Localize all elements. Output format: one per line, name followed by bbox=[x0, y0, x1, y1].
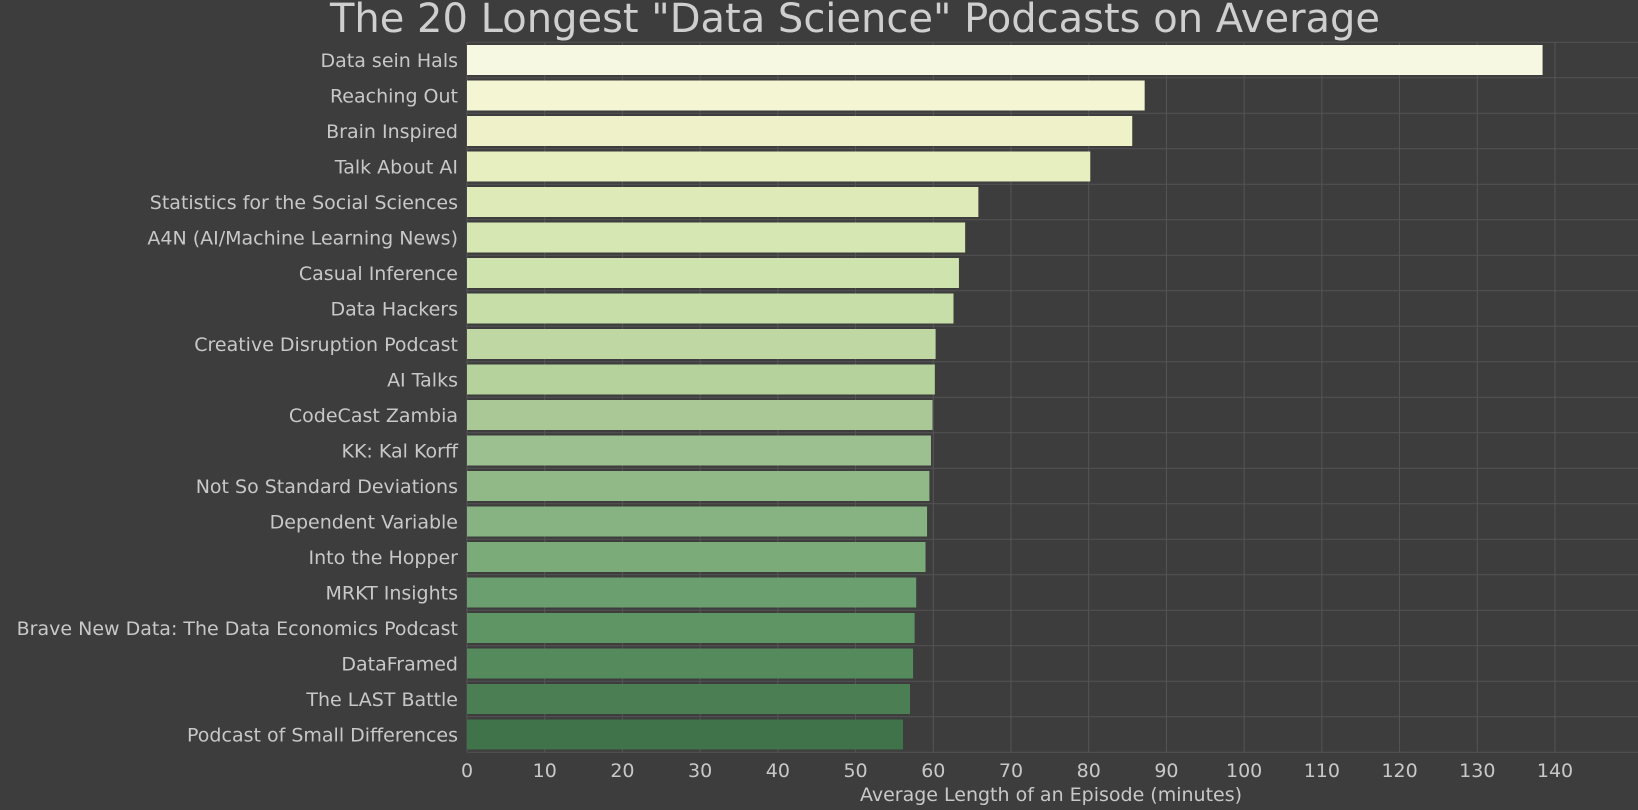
bar bbox=[467, 329, 936, 359]
category-label: CodeCast Zambia bbox=[289, 405, 458, 427]
category-label: Data sein Hals bbox=[321, 50, 458, 72]
bar bbox=[467, 684, 910, 714]
bar bbox=[467, 506, 928, 537]
x-tick-label: 130 bbox=[1459, 760, 1495, 782]
x-tick-label: 40 bbox=[766, 760, 790, 782]
bar bbox=[467, 222, 966, 253]
category-label: The LAST Battle bbox=[305, 689, 458, 711]
x-tick-label: 70 bbox=[999, 760, 1023, 782]
bar bbox=[467, 80, 1145, 111]
bar bbox=[467, 293, 954, 324]
bar bbox=[467, 471, 930, 501]
category-label: Data Hackers bbox=[330, 299, 458, 321]
bar bbox=[467, 719, 903, 750]
x-tick-label: 20 bbox=[610, 760, 634, 782]
bar bbox=[467, 435, 931, 466]
bar bbox=[467, 364, 935, 395]
bar bbox=[467, 45, 1543, 75]
x-tick-label: 60 bbox=[921, 760, 945, 782]
category-label: Dependent Variable bbox=[270, 512, 458, 534]
category-label: Podcast of Small Differences bbox=[187, 725, 458, 747]
x-tick-label: 30 bbox=[688, 760, 712, 782]
category-labels: Data sein Hals Reaching Out Brain Inspired… bbox=[17, 50, 459, 747]
category-label: Not So Standard Deviations bbox=[196, 476, 458, 498]
bar bbox=[467, 613, 915, 643]
category-label: Brave New Data: The Data Economics Podca… bbox=[17, 618, 458, 640]
bar bbox=[467, 542, 926, 572]
bar bbox=[467, 116, 1133, 146]
bar bbox=[467, 187, 979, 217]
bar bbox=[467, 400, 933, 430]
bar bbox=[467, 258, 959, 288]
x-tick-label: 10 bbox=[533, 760, 557, 782]
category-label: A4N (AI/Machine Learning News) bbox=[147, 228, 458, 250]
bar bbox=[467, 577, 917, 608]
category-label: Into the Hopper bbox=[308, 547, 458, 569]
x-tick-label: 120 bbox=[1381, 760, 1417, 782]
bar bbox=[467, 648, 914, 679]
x-tick-label: 110 bbox=[1304, 760, 1340, 782]
bar bbox=[467, 151, 1091, 182]
x-axis-ticks: 0 10 20 30 40 50 60 70 80 90 100 110 120 130 140 bbox=[461, 760, 1573, 782]
category-label: Casual Inference bbox=[299, 263, 458, 285]
bars bbox=[467, 45, 1543, 750]
x-tick-label: 50 bbox=[843, 760, 867, 782]
category-label: DataFramed bbox=[341, 654, 458, 676]
category-label: MRKT Insights bbox=[326, 583, 459, 605]
category-label: Talk About AI bbox=[334, 157, 458, 179]
category-label: Creative Disruption Podcast bbox=[194, 334, 458, 356]
chart-title: The 20 Longest "Data Science" Podcasts o… bbox=[329, 0, 1380, 42]
category-label: Reaching Out bbox=[330, 86, 458, 108]
category-label: Statistics for the Social Sciences bbox=[150, 192, 458, 214]
x-tick-label: 140 bbox=[1537, 760, 1573, 782]
x-tick-label: 100 bbox=[1226, 760, 1262, 782]
category-label: Brain Inspired bbox=[326, 121, 458, 143]
grid bbox=[466, 41, 1638, 753]
x-tick-label: 90 bbox=[1154, 760, 1178, 782]
category-label: KK: Kal Korff bbox=[342, 441, 459, 463]
x-tick-label: 80 bbox=[1077, 760, 1101, 782]
x-axis-label: Average Length of an Episode (minutes) bbox=[860, 784, 1242, 806]
x-tick-label: 0 bbox=[461, 760, 473, 782]
category-label: AI Talks bbox=[387, 370, 458, 392]
